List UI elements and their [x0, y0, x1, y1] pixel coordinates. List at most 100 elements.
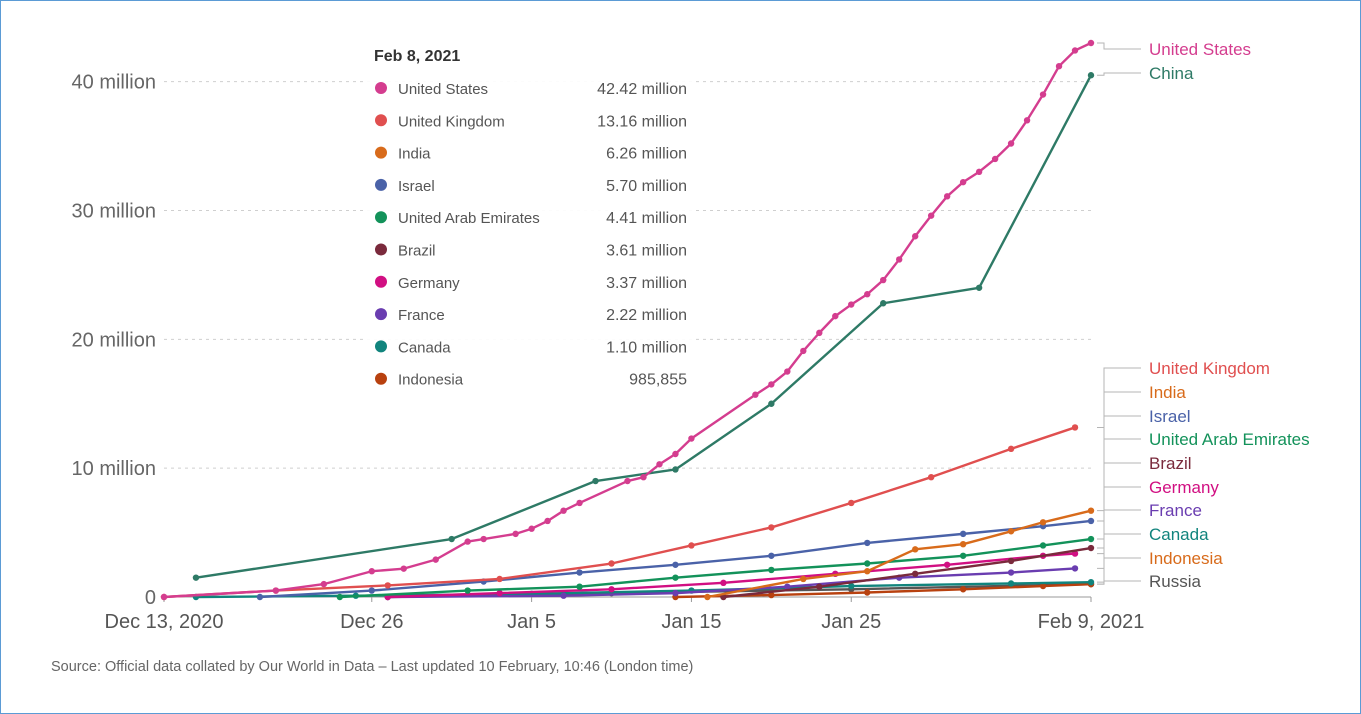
data-point: [848, 582, 855, 590]
data-point: [1039, 91, 1047, 98]
data-point: [848, 301, 855, 308]
data-point: [432, 556, 439, 563]
data-point: [608, 560, 615, 567]
data-point: [943, 193, 951, 200]
data-point: [448, 535, 455, 543]
data-point: [560, 592, 567, 599]
tooltip-swatch: [375, 82, 387, 94]
data-point: [911, 546, 919, 553]
data-point: [720, 579, 727, 587]
series-united-arab-emirates: [336, 535, 1095, 601]
data-point: [864, 291, 871, 298]
data-point: [1087, 578, 1095, 586]
data-point: [768, 400, 775, 407]
data-point: [368, 568, 375, 575]
end-label: Canada: [1149, 525, 1209, 544]
end-label: Germany: [1149, 478, 1219, 497]
series-line: [195, 74, 1093, 579]
data-point: [672, 561, 679, 568]
tooltip-value: 4.41 million: [606, 210, 687, 227]
data-point: [959, 586, 967, 593]
data-point: [592, 477, 599, 485]
tooltip-country: India: [398, 146, 431, 163]
tooltip-swatch: [375, 114, 387, 127]
data-point: [608, 586, 615, 593]
data-point: [752, 391, 759, 398]
data-point: [672, 466, 679, 473]
data-point: [576, 499, 583, 507]
x-tick-label: Jan 25: [821, 611, 881, 633]
x-tick-label: Feb 9, 2021: [1038, 611, 1145, 633]
data-point: [640, 473, 647, 481]
data-point: [1007, 580, 1015, 587]
tooltip-swatch: [375, 178, 387, 191]
data-point: [480, 535, 487, 543]
data-point: [464, 538, 471, 545]
data-point: [1007, 569, 1015, 576]
x-tick-label: Jan 5: [507, 611, 556, 633]
y-tick-label: 30 million: [72, 200, 156, 222]
end-label: India: [1149, 383, 1186, 402]
tooltip-country: United Kingdom: [398, 113, 505, 130]
data-point: [800, 575, 807, 583]
data-point: [672, 450, 679, 458]
data-point: [560, 507, 567, 514]
data-point: [816, 583, 823, 590]
tooltip-country: Israel: [398, 178, 435, 195]
y-tick-label: 0: [145, 587, 156, 609]
y-tick-label: 10 million: [72, 458, 156, 480]
end-label: United Kingdom: [1149, 359, 1270, 378]
end-label: China: [1149, 64, 1194, 83]
tooltip-country: Canada: [398, 339, 451, 356]
data-point: [1087, 517, 1095, 525]
data-point: [768, 591, 775, 599]
data-point: [496, 575, 503, 583]
tooltip-swatch: [375, 146, 387, 159]
x-tick-label: Dec 13, 2020: [105, 611, 224, 633]
label-connector: [1097, 72, 1141, 76]
data-point: [672, 589, 679, 597]
data-point: [864, 560, 871, 567]
tooltip-value: 2.22 million: [606, 307, 687, 324]
series-china: [192, 72, 1095, 581]
end-label: Indonesia: [1149, 549, 1223, 568]
data-point: [880, 276, 887, 284]
tooltip-swatch: [375, 275, 387, 288]
data-point: [959, 540, 967, 548]
data-point: [911, 233, 919, 240]
tooltip-value: 13.16 million: [597, 113, 687, 130]
data-point: [1087, 72, 1095, 79]
data-point: [688, 435, 695, 442]
data-point: [896, 256, 903, 263]
series-india: [704, 507, 1095, 601]
tooltip-value: 3.61 million: [606, 243, 687, 260]
data-point: [1071, 47, 1079, 54]
label-connector: [1097, 557, 1141, 585]
data-point: [991, 155, 999, 163]
series-united-states: [160, 39, 1095, 601]
data-point: [656, 461, 663, 468]
data-point: [768, 381, 775, 388]
data-point: [496, 589, 503, 597]
data-point: [768, 552, 775, 559]
tooltip-country: United Arab Emirates: [398, 210, 540, 227]
data-point: [160, 593, 168, 601]
data-point: [1007, 140, 1015, 147]
series-line: [675, 582, 1092, 599]
tooltip-value: 5.70 million: [606, 178, 687, 195]
data-point: [1039, 582, 1047, 590]
end-label: Russia: [1149, 572, 1202, 591]
data-point: [1087, 39, 1095, 47]
tooltip-country: Brazil: [398, 243, 436, 260]
data-point: [848, 499, 855, 507]
data-point: [864, 568, 871, 575]
data-point: [688, 542, 695, 549]
end-label: France: [1149, 501, 1202, 520]
tooltip-date: Feb 8, 2021: [374, 48, 460, 65]
series-line: [259, 519, 1092, 599]
data-point: [816, 329, 823, 337]
tooltip-value: 1.10 million: [606, 339, 687, 356]
data-point: [1087, 544, 1095, 552]
data-point: [768, 524, 775, 531]
